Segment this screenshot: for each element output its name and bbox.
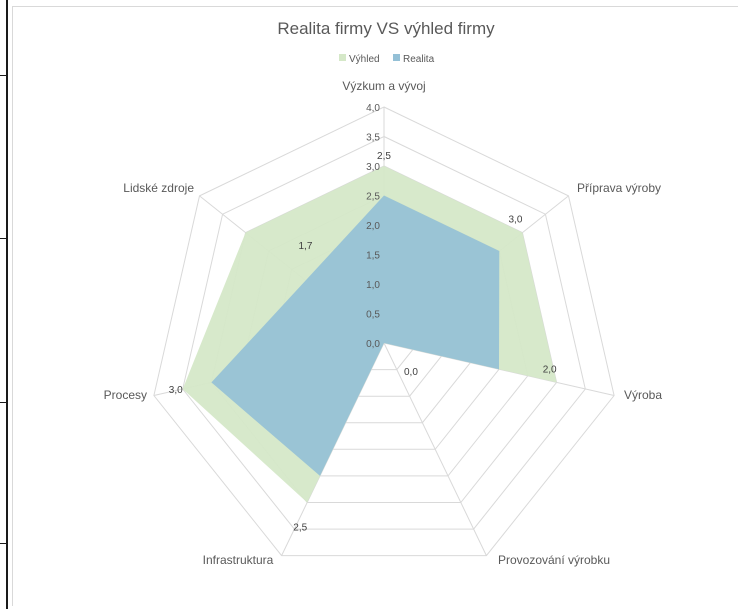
category-label-infrastruktura: Infrastruktura <box>203 553 274 567</box>
axis-tick-label: 2,5 <box>366 192 380 203</box>
legend-swatch-vyhled <box>339 54 346 61</box>
data-label: 2,5 <box>377 151 391 162</box>
axis-tick-label: 0,5 <box>366 310 380 321</box>
edge-tick <box>0 75 8 76</box>
axis-tick-label: 4,0 <box>366 103 380 114</box>
grid-ring <box>182 135 586 530</box>
radar-series <box>182 166 557 503</box>
axis-tick-label: 1,5 <box>366 251 380 262</box>
category-label-provozovani: Provozování výrobku <box>498 553 610 567</box>
axis-tick-label: 3,5 <box>366 133 380 144</box>
legend: Výhled Realita <box>339 54 435 65</box>
data-label: 0,0 <box>404 367 418 378</box>
chart-title: Realita firmy VS výhled firmy <box>277 19 495 38</box>
legend-swatch-realita <box>393 54 400 61</box>
data-label: 2,0 <box>543 364 557 375</box>
axis-tick-label: 2,0 <box>366 221 380 232</box>
axis-tick-label: 0,0 <box>366 339 380 350</box>
data-label: 3,0 <box>508 215 522 226</box>
data-label: 3,0 <box>169 385 183 396</box>
category-labels: Výzkum a vývoj Příprava výroby Výroba Pr… <box>104 79 663 567</box>
radar-axis-ticks: 0,0 0,5 1,0 1,5 2,0 2,5 3,0 3,5 4,0 <box>366 103 380 350</box>
category-label-vyroba: Výroba <box>624 388 662 402</box>
grid-ring <box>153 106 615 557</box>
category-label-procesy: Procesy <box>104 388 147 402</box>
window-left-edge <box>0 0 8 609</box>
radar-data-labels: 2,53,02,00,02,53,01,7 <box>169 151 557 534</box>
category-label-priprava: Příprava výroby <box>577 181 661 195</box>
category-label-vyzkum: Výzkum a vývoj <box>342 79 425 93</box>
data-label: 1,7 <box>299 241 313 252</box>
data-label: 2,5 <box>293 523 307 534</box>
grid-spoke <box>383 342 487 556</box>
edge-tick <box>0 543 8 544</box>
edge-tick <box>0 402 8 403</box>
legend-label-realita: Realita <box>403 54 435 65</box>
edge-tick <box>0 238 8 239</box>
axis-tick-label: 1,0 <box>366 280 380 291</box>
series-area-realita <box>211 195 500 476</box>
legend-label-vyhled: Výhled <box>349 54 380 65</box>
axis-tick-label: 3,0 <box>366 162 380 173</box>
category-label-lidske-zdroje: Lidské zdroje <box>123 181 194 195</box>
